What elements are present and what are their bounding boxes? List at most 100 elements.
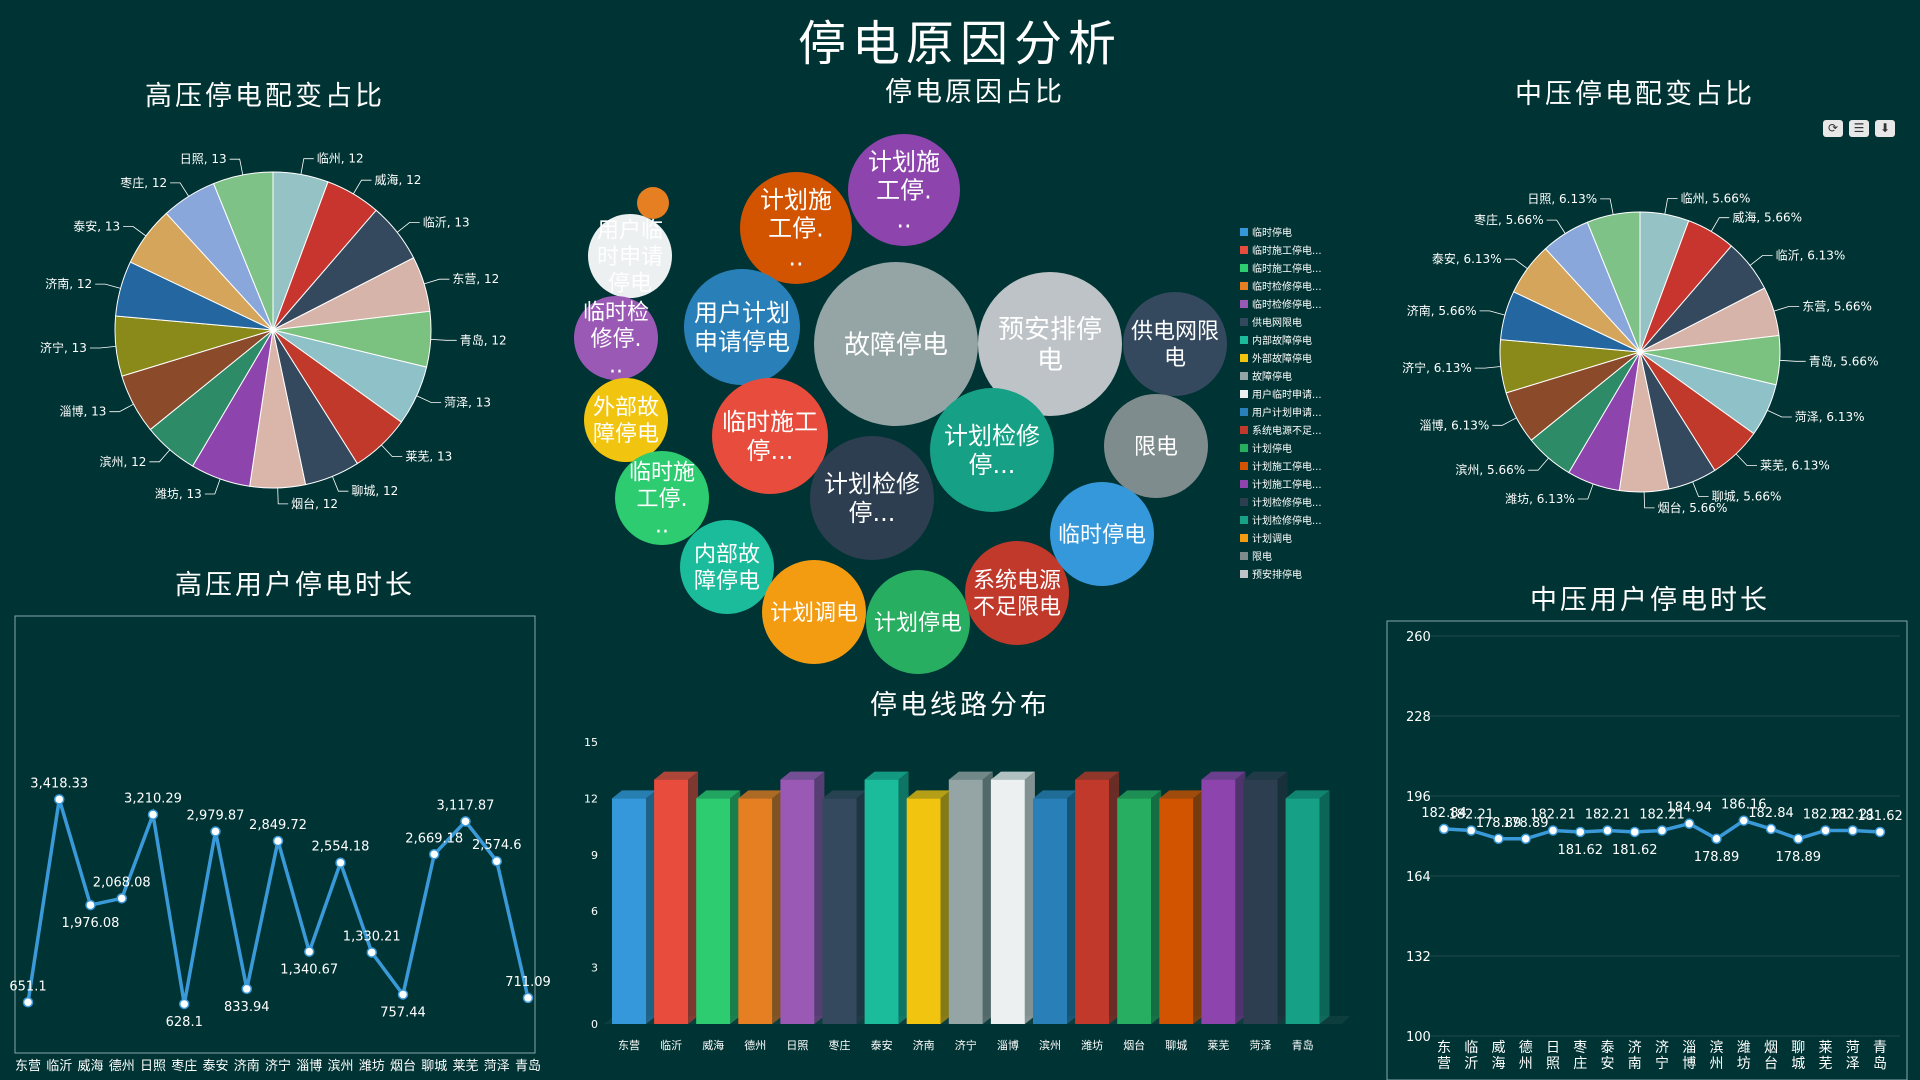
bar xyxy=(990,771,1035,1024)
legend-label: 外部故障停电 xyxy=(1252,352,1312,365)
bar-side-tint xyxy=(982,771,993,1024)
legend-label: 临时检修停电... xyxy=(1252,298,1322,311)
pie-label: 潍坊, 13 xyxy=(155,486,202,501)
legend-swatch xyxy=(1240,480,1248,488)
data-label: 182.21 xyxy=(1530,807,1576,822)
bubble-circle xyxy=(637,187,669,219)
data-point xyxy=(304,946,315,957)
bar-top xyxy=(1117,790,1162,799)
bubble-label: 用户计划 xyxy=(694,299,790,327)
data-label: 2,979.87 xyxy=(187,808,245,823)
bar-front xyxy=(822,798,857,1024)
pie-label: 枣庄, 12 xyxy=(120,175,167,190)
bubble-label: 不足限电 xyxy=(973,595,1061,620)
data-label: 1,340.67 xyxy=(280,963,338,978)
pie-label: 日照, 6.13% xyxy=(1527,192,1597,206)
y-tick-label: 228 xyxy=(1406,710,1431,725)
data-label: 833.94 xyxy=(224,1000,270,1015)
data-point xyxy=(397,989,409,1000)
bubble-label: 系统电源 xyxy=(973,569,1061,594)
legend-label: 故障停电 xyxy=(1252,370,1292,383)
bar xyxy=(1075,771,1120,1024)
pie-label-line xyxy=(89,346,116,349)
y-tick-label: 0 xyxy=(591,1018,598,1031)
bar-top xyxy=(1243,771,1288,780)
bar-side-tint xyxy=(856,790,867,1024)
download-icon[interactable]: ⬇ xyxy=(1875,120,1895,137)
bar-top xyxy=(1201,771,1246,780)
x-tick-label: 博 xyxy=(1682,1055,1696,1072)
pie-label: 临沂, 6.13% xyxy=(1776,249,1846,263)
pie-label: 菏泽, 6.13% xyxy=(1795,410,1865,424)
data-label: 3,117.87 xyxy=(437,798,495,813)
x-tick-label: 滨 xyxy=(1710,1040,1724,1056)
bar-title: 停电线路分布 xyxy=(870,690,1050,721)
bubble-label: 计划停电 xyxy=(874,611,962,636)
bubble-label: 计划检修 xyxy=(824,470,920,498)
x-tick-label: 滨州 xyxy=(327,1058,353,1074)
x-tick-label: 泽 xyxy=(1846,1056,1860,1072)
legend-swatch xyxy=(1240,444,1248,452)
data-label: 2,554.18 xyxy=(312,840,370,855)
x-tick-label: 聊 xyxy=(1791,1040,1805,1056)
pie-label: 东营, 5.66% xyxy=(1802,299,1872,313)
legend-label: 供电网限电 xyxy=(1252,316,1302,329)
bar-side-tint xyxy=(1024,771,1035,1024)
x-tick-label: 聊城 xyxy=(1165,1038,1187,1052)
bubble-label: 障停电 xyxy=(694,569,760,594)
bubble-label: 申请停电 xyxy=(694,328,790,356)
mv-line-frame xyxy=(1386,620,1908,1080)
bubble-circle xyxy=(740,172,852,284)
x-tick-label: 海 xyxy=(1492,1056,1506,1072)
x-tick-label: 营 xyxy=(1437,1056,1451,1072)
x-tick-label: 莱 xyxy=(1819,1040,1833,1056)
bar-front xyxy=(906,798,941,1024)
data-point xyxy=(1493,833,1504,845)
bar xyxy=(654,771,699,1024)
x-tick-label: 临沂 xyxy=(46,1059,72,1074)
pie-label-line xyxy=(1577,483,1594,500)
bar-top xyxy=(1159,790,1204,799)
pie-label-line xyxy=(1692,481,1709,498)
bar-side-tint xyxy=(1235,771,1246,1024)
legend-swatch xyxy=(1240,318,1248,326)
legend-item: 临时检修停电... xyxy=(1240,280,1322,293)
legend-swatch xyxy=(1240,390,1248,398)
reason-bubble xyxy=(637,187,669,219)
x-tick-label: 菏泽 xyxy=(1250,1039,1272,1052)
x-tick-label: 烟台 xyxy=(1123,1038,1145,1052)
data-label: 181.62 xyxy=(1558,843,1604,858)
bubble-circle xyxy=(684,269,800,385)
legend-label: 计划检修停电... xyxy=(1252,496,1322,509)
data-label: 181.62 xyxy=(1612,843,1658,858)
data-view-icon[interactable]: ☰ xyxy=(1849,120,1869,137)
data-label: 2,669.18 xyxy=(405,831,463,846)
legend-item: 故障停电 xyxy=(1240,370,1292,383)
data-label: 3,418.33 xyxy=(30,776,88,791)
bar-side-tint xyxy=(1277,771,1288,1024)
pie-label-line xyxy=(109,403,134,413)
data-label: 181.62 xyxy=(1857,809,1903,824)
x-tick-label: 州 xyxy=(1710,1056,1724,1072)
pie-label: 潍坊, 6.13% xyxy=(1505,491,1575,506)
x-tick-label: 烟台 xyxy=(390,1059,416,1074)
pie-label-line xyxy=(277,487,289,505)
bubble-label: .. xyxy=(655,513,669,538)
data-label: 184.94 xyxy=(1667,801,1713,816)
hv-pie-title: 高压停电配变占比 xyxy=(145,81,385,112)
bar-side-tint xyxy=(730,790,741,1024)
x-tick-label: 岛 xyxy=(1873,1056,1887,1072)
refresh-icon[interactable]: ⟳ xyxy=(1823,120,1843,137)
x-tick-label: 威海 xyxy=(77,1059,103,1074)
bar xyxy=(948,771,993,1024)
pie-label-line xyxy=(1600,198,1614,215)
x-tick-label: 青 xyxy=(1873,1040,1887,1056)
bar-side-tint xyxy=(1193,790,1204,1024)
bar-side-tint xyxy=(1109,771,1120,1024)
data-point xyxy=(1520,833,1531,845)
bubble-label: 修停. xyxy=(591,327,642,352)
bar xyxy=(1243,771,1288,1024)
x-tick-label: 济宁 xyxy=(265,1058,291,1074)
